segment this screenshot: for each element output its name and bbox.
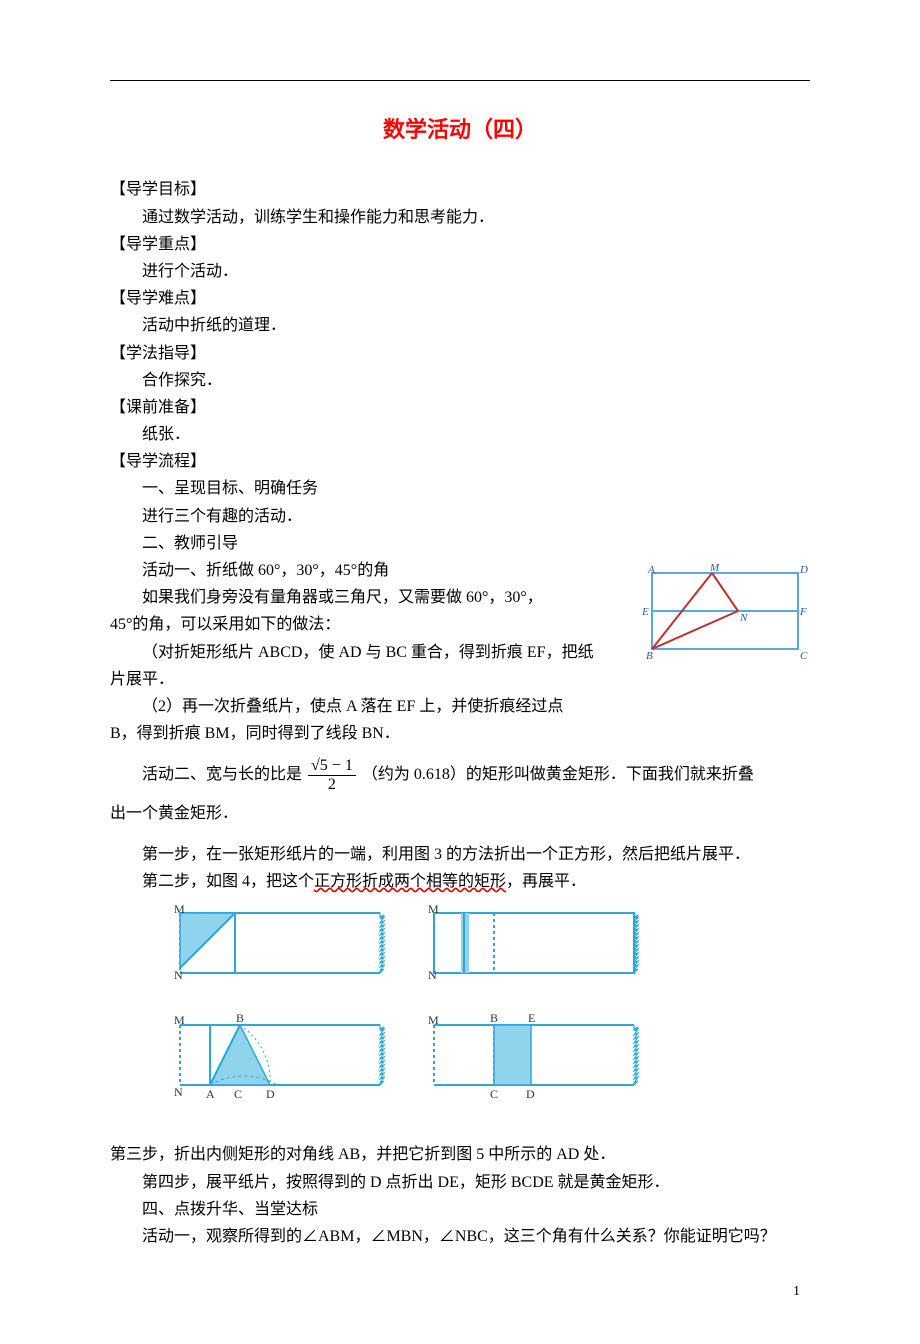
steps-line2: 第二步，如图 4，把这个正方形折成两个相等的矩形，再展平． (110, 868, 810, 895)
fig1-label-A: A (647, 564, 655, 576)
page-title: 数学活动（四） (110, 111, 810, 148)
flow-1-body: 进行三个有趣的活动． (110, 503, 810, 530)
focus-head: 【导学重点】 (110, 231, 810, 258)
prep-head: 【课前准备】 (110, 394, 810, 421)
frac-num: √5 − 1 (308, 757, 356, 776)
svg-text:B: B (490, 1011, 498, 1025)
focus-body: 进行个活动． (110, 258, 810, 285)
flow-2: 二、教师引导 (110, 530, 810, 557)
act1-q: 活动一，观察所得到的∠ABM，∠MBN，∠NBC，这三个角有什么关系？你能证明它… (110, 1223, 810, 1250)
svg-text:D: D (526, 1087, 535, 1101)
fig1-label-C: C (800, 650, 808, 661)
svg-text:M: M (174, 903, 185, 916)
flow-4: 四、点拨升华、当堂达标 (110, 1196, 810, 1223)
flow-1: 一、呈现目标、明确任务 (110, 475, 810, 502)
svg-text:N: N (174, 1085, 183, 1099)
act2-approx: （约为 0.618）的矩形叫做黄金矩形．下面我们就来折叠 (362, 766, 754, 783)
fig1-label-M: M (709, 562, 720, 574)
act2-line: 活动二、宽与长的比是 √5 − 1 2 （约为 0.618）的矩形叫做黄金矩形．… (110, 757, 810, 793)
steps-line1: 第一步，在一张矩形纸片的一端，利用图 3 的方法折出一个正方形，然后把纸片展平． (110, 841, 810, 868)
steps-line2-c: ，再展平． (506, 873, 586, 890)
act1-step2b: B，得到折痕 BM，同时得到了线段 BN． (110, 720, 810, 747)
method-head: 【学法指导】 (110, 340, 810, 367)
steps-line2-a: 第二步，如图 4，把这个 (142, 873, 314, 890)
svg-text:D: D (266, 1087, 275, 1101)
fig1-label-N: N (739, 612, 748, 624)
diagram-fig6: M B E C D (424, 1010, 644, 1120)
svg-text:N: N (428, 968, 437, 982)
method-body: 合作探究． (110, 367, 810, 394)
fig1-label-D: D (799, 564, 808, 576)
page-number: 1 (110, 1280, 810, 1304)
svg-text:M: M (428, 903, 439, 916)
svg-text:M: M (174, 1013, 185, 1027)
difficulty-head: 【导学难点】 (110, 285, 810, 312)
goal-body: 通过数学活动，训练学生和操作能力和思考能力． (110, 204, 810, 231)
svg-text:E: E (528, 1011, 535, 1025)
diagram-row-1: M N M N (170, 903, 810, 1002)
step4: 第四步，展平纸片，按照得到的 D 点折出 DE，矩形 BCDE 就是黄金矩形． (110, 1169, 810, 1196)
svg-text:C: C (234, 1087, 242, 1101)
frac-den: 2 (308, 776, 356, 794)
act2-pre: 活动二、宽与长的比是 (142, 766, 302, 783)
diagram-fig5: M B N A C D (170, 1010, 390, 1120)
step3: 第三步，折出内侧矩形的对角线 AB，并把它折到图 5 中所示的 AD 处． (110, 1141, 810, 1168)
steps-line2-b: 正方形折成两个相等的矩形 (314, 873, 506, 890)
act1-step1a-text: （对折矩形纸片 ABCD，使 AD 与 BC 重合，得到折痕 EF，把纸 (142, 644, 594, 661)
svg-text:B: B (236, 1011, 244, 1025)
goal-head: 【导学目标】 (110, 176, 810, 203)
fraction: √5 − 1 2 (308, 757, 356, 793)
figure-1: A M D E N F B C (640, 561, 810, 670)
fig1-label-E: E (641, 606, 649, 618)
svg-text:N: N (174, 968, 183, 982)
diagram-fig3: M N (170, 903, 390, 993)
act2-tail: 出一个黄金矩形． (110, 800, 810, 827)
svg-text:A: A (206, 1087, 215, 1101)
diagram-row-2: M B N A C D M B E C D (170, 1010, 810, 1129)
svg-text:C: C (490, 1087, 498, 1101)
fig1-label-B: B (646, 650, 653, 661)
svg-text:M: M (428, 1013, 439, 1027)
fig1-label-F: F (799, 606, 807, 618)
prep-body: 纸张． (110, 421, 810, 448)
difficulty-body: 活动中折纸的道理． (110, 312, 810, 339)
act1-step2a: （2）再一次折叠纸片，使点 A 落在 EF 上，并使折痕经过点 (110, 693, 810, 720)
top-rule (110, 80, 810, 81)
diagram-fig4: M N (424, 903, 644, 993)
flow-head: 【导学流程】 (110, 448, 810, 475)
